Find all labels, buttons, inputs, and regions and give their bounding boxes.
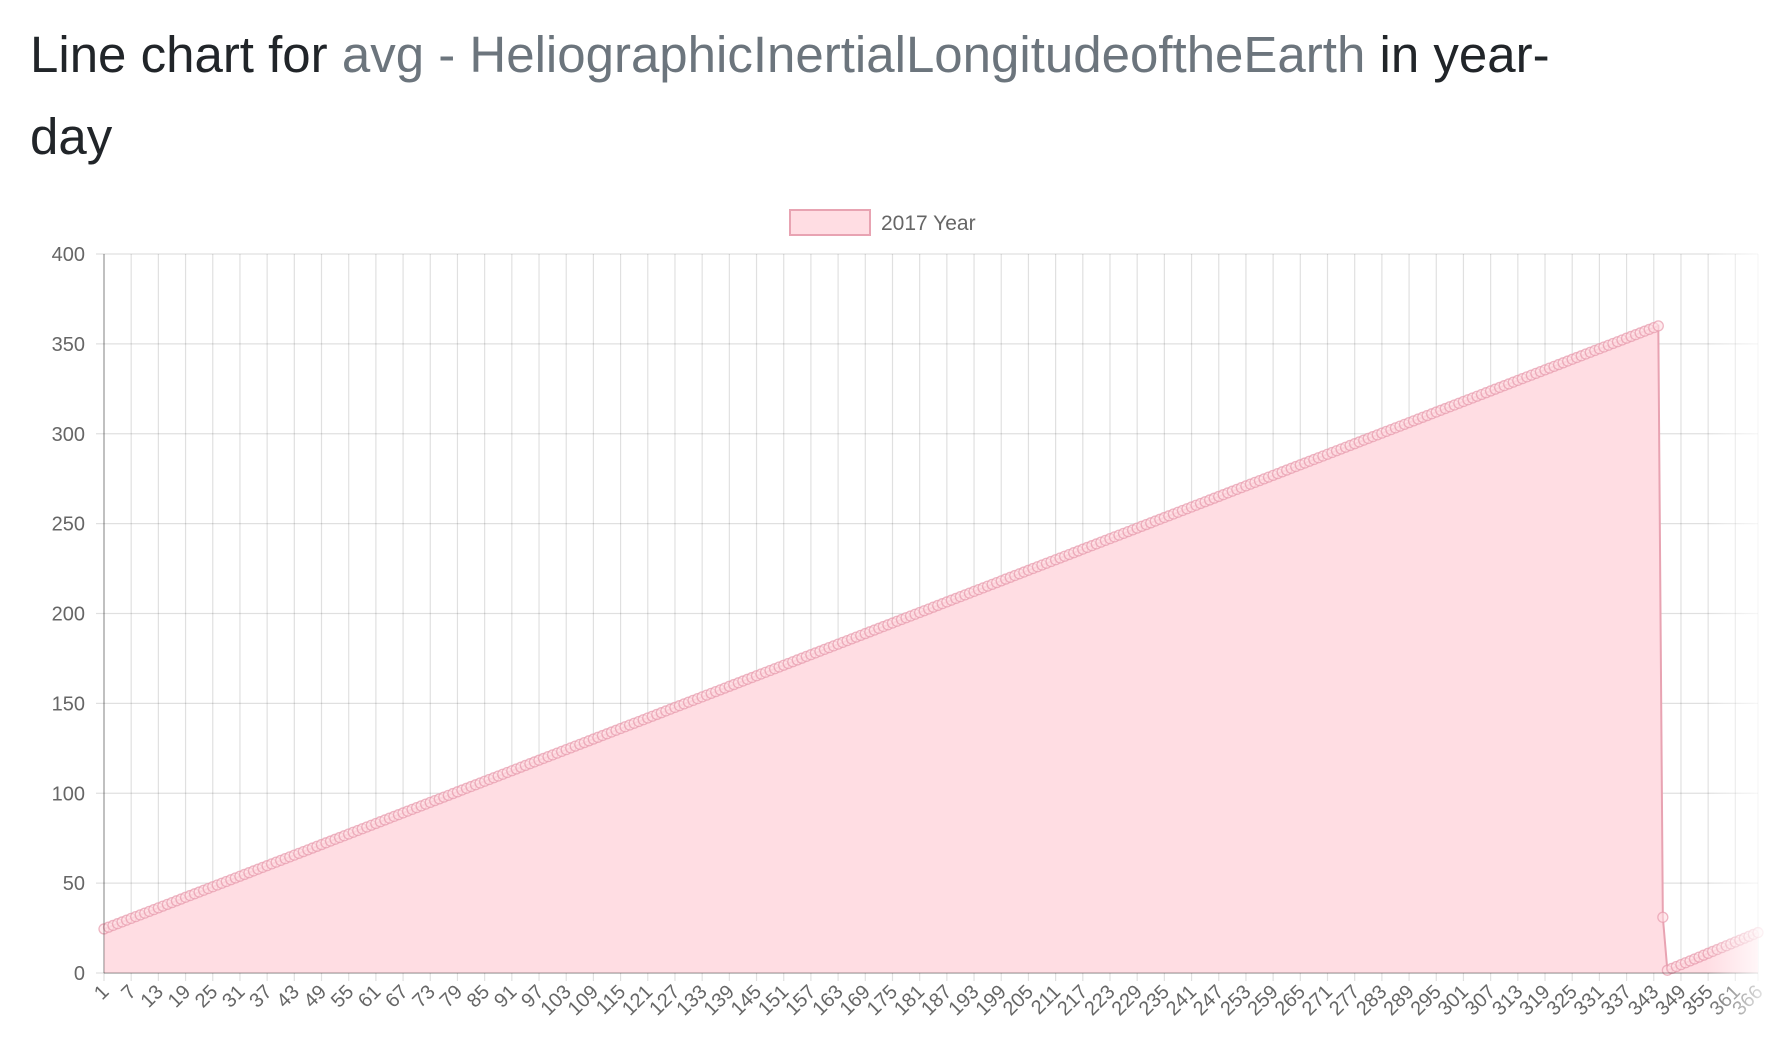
y-tick-label: 50 [63,873,85,895]
y-tick-label: 150 [52,693,85,715]
legend-swatch[interactable] [789,209,871,236]
data-point[interactable] [1657,911,1669,923]
series-area [103,324,1759,973]
y-tick-label: 0 [74,963,85,985]
series-fill [104,325,1758,973]
title-highlight: avg - HeliographicInertialLongitudeofthe… [341,26,1366,83]
y-tick-label: 200 [52,604,85,626]
y-tick-label: 100 [52,783,85,805]
y-tick-label: 250 [52,514,85,536]
y-tick-label: 350 [52,334,85,356]
legend-label: 2017 Year [881,212,976,235]
x-tick-label: 7 [117,981,140,1004]
y-tick-label: 300 [52,424,85,446]
title-prefix: Line chart for [30,26,342,83]
legend[interactable]: 2017 Year [789,209,976,236]
title-suffix: in year-day [30,26,1550,165]
x-tick-label: 1 [90,981,113,1004]
data-point[interactable] [1652,320,1664,332]
y-tick-label: 400 [52,244,85,266]
data-point[interactable] [1752,926,1764,939]
page-title: Line chart for avg - HeliographicInertia… [30,14,1590,178]
